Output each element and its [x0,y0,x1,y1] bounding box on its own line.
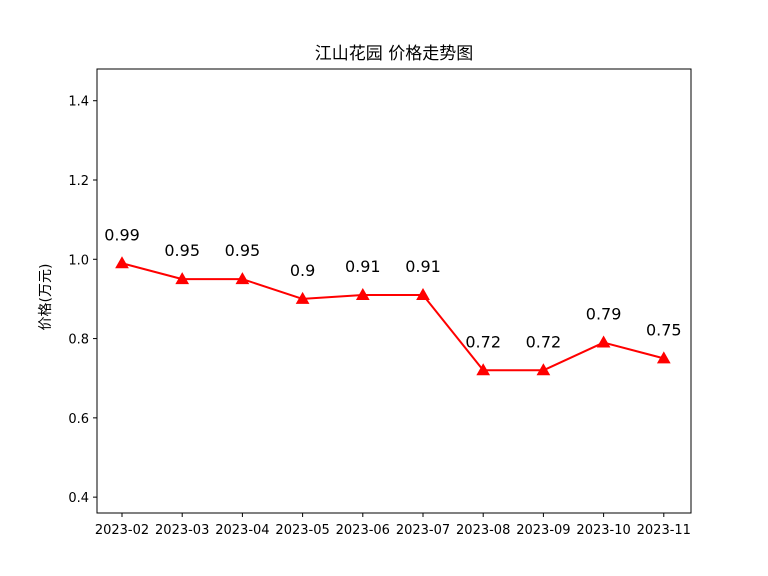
data-label: 0.95 [225,241,261,260]
x-tick-label: 2023-09 [516,523,570,538]
series-line [121,262,665,372]
y-tick-label: 1.4 [68,95,89,110]
data-point-marker [596,335,611,348]
x-tick-label: 2023-10 [576,523,630,538]
y-axis-label: 价格(万元) [38,264,54,331]
data-label: 0.72 [526,332,562,351]
data-point-marker [536,363,551,376]
y-tick-label: 0.8 [68,333,89,348]
x-tick-label: 2023-08 [456,523,510,538]
data-label: 0.9 [290,261,315,280]
plot-frame [96,68,692,514]
data-point-marker [115,256,129,269]
x-tick-label: 2023-06 [336,523,390,538]
chart-title: 江山花园 价格走势图 [315,44,473,64]
y-tick-label: 0.6 [68,412,89,427]
x-tick-label: 2023-05 [275,523,329,538]
plot-area: 0.4 0.6 0.8 1.0 1.2 1.4 2023-02 2023-03 2023-04 2… [68,68,692,538]
data-point-marker [656,351,671,364]
data-point-marker [235,272,250,285]
data-point-marker [355,287,370,300]
x-tick-label: 2023-02 [95,523,149,538]
y-tick-label: 0.4 [68,491,89,506]
y-tick-label: 1.0 [68,253,89,268]
data-label: 0.99 [104,225,140,244]
x-tick-label: 2023-03 [155,523,209,538]
data-label: 0.91 [345,257,381,276]
data-label: 0.91 [405,257,441,276]
data-label: 0.79 [586,305,622,324]
x-tick-label: 2023-11 [637,523,691,538]
x-tick-label: 2023-04 [215,523,269,538]
data-label: 0.75 [646,320,682,339]
data-point-marker [416,287,430,300]
data-label: 0.72 [465,332,501,351]
data-label: 0.95 [164,241,200,260]
x-tick-label: 2023-07 [396,523,450,538]
data-point-marker [295,291,310,304]
y-tick-label: 1.2 [68,174,89,189]
data-point-marker [476,363,491,376]
data-point-marker [175,272,190,285]
